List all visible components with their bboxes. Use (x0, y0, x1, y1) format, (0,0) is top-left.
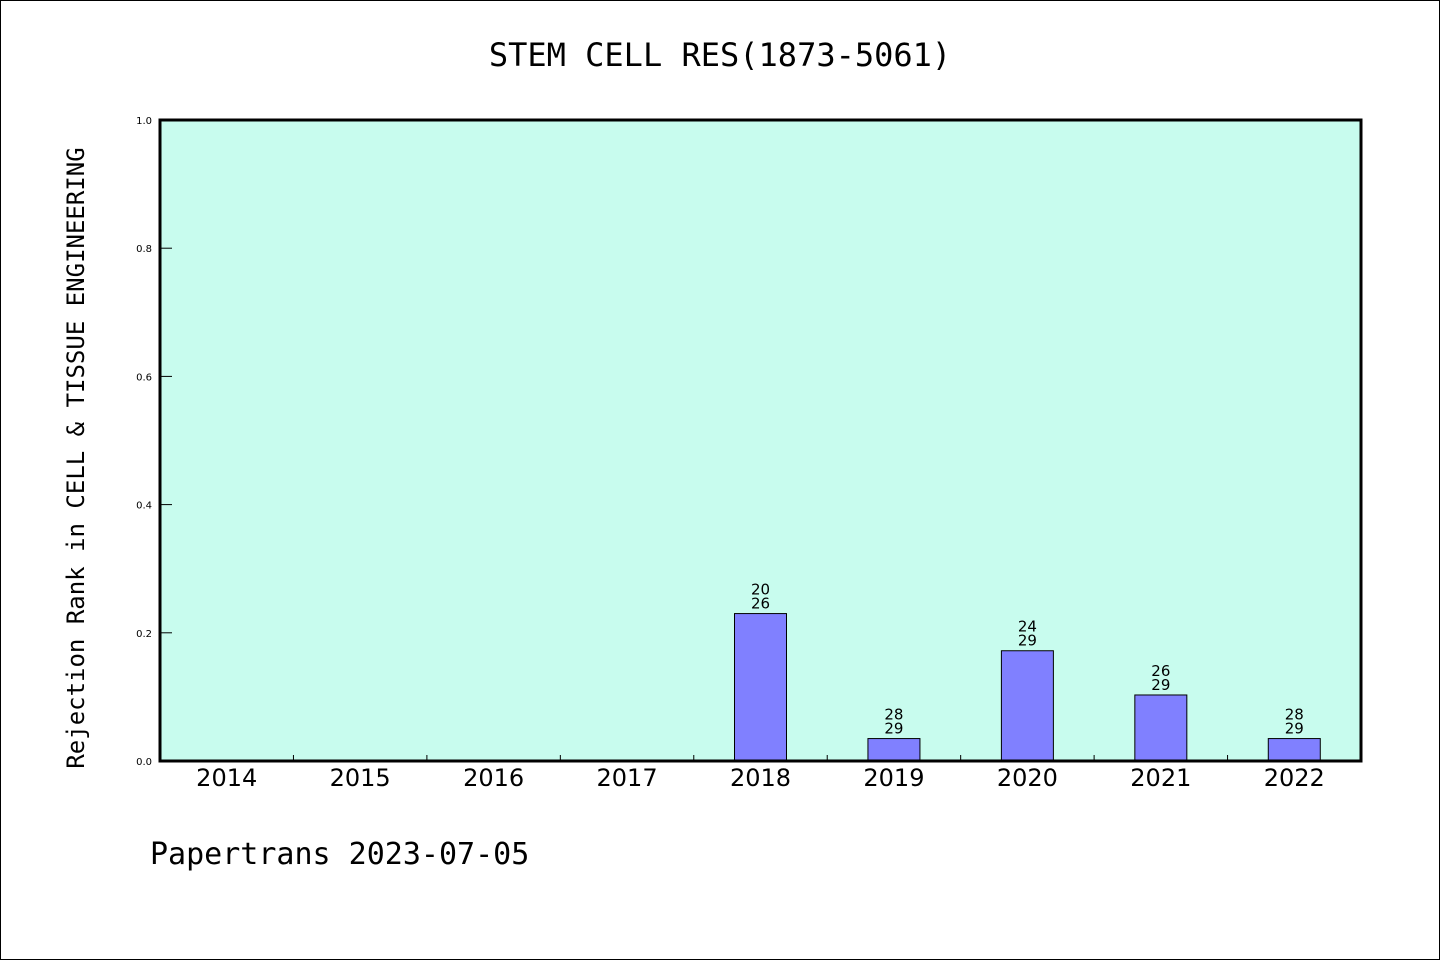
bar-2019 (867, 738, 921, 762)
x-tick-label: 2016 (463, 764, 524, 792)
footer-text: Papertrans 2023-07-05 (150, 837, 529, 872)
bar-label-bottom: 29 (1018, 632, 1037, 650)
x-tick-label: 2017 (597, 764, 658, 792)
bar-label-top: 20 (751, 581, 770, 599)
bar-label-top: 24 (1018, 618, 1037, 636)
x-tick-label: 2021 (1130, 764, 1191, 792)
bar-label-bottom: 29 (1285, 720, 1304, 738)
x-tick-label: 2015 (330, 764, 391, 792)
x-tick-label: 2019 (863, 764, 924, 792)
bar-2022 (1267, 738, 1321, 762)
x-tick-label: 2022 (1264, 764, 1325, 792)
bar-series (734, 613, 1321, 762)
bar-2018 (734, 613, 787, 762)
bar-label-top: 28 (884, 706, 903, 724)
plot-border (158, 118, 1363, 763)
chart-title: STEM CELL RES(1873-5061) (489, 36, 951, 74)
y-tick-label: 0.4 (136, 501, 152, 512)
x-tick-label: 2018 (730, 764, 791, 792)
bar-2020 (1000, 650, 1054, 762)
x-axis: 2014 2015 2016 2017 2018 2019 2020 2021 2022 (196, 755, 1325, 792)
bar-label-bottom: 29 (884, 720, 903, 738)
bar-2021 (1134, 694, 1188, 762)
y-tick-label: 1.0 (136, 116, 152, 127)
y-tick-label: 0.0 (136, 757, 152, 768)
x-tick-label: 2014 (196, 764, 257, 792)
bar-label-top: 26 (1151, 662, 1170, 680)
y-tick-label: 0.6 (136, 372, 152, 383)
bar-label-top: 28 (1285, 706, 1304, 724)
bar-label-bottom: 26 (751, 595, 770, 613)
y-tick-label: 0.8 (136, 244, 152, 255)
x-tick-label: 2020 (997, 764, 1058, 792)
bar-label-bottom: 29 (1151, 676, 1170, 694)
y-tick-label: 0.2 (136, 629, 152, 640)
y-axis-label: Rejection Rank in CELL & TISSUE ENGINEER… (62, 147, 90, 768)
